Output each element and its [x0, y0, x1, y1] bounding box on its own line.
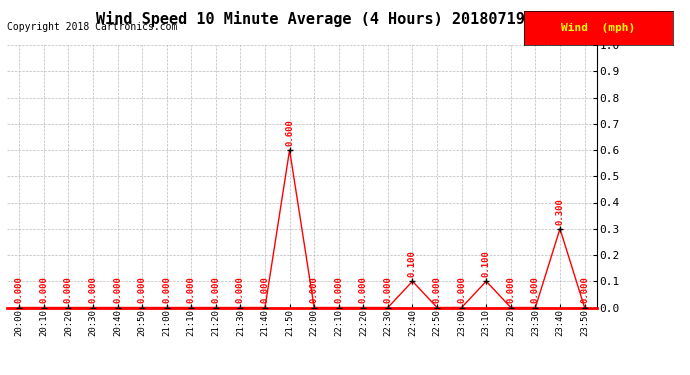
Text: 0.000: 0.000	[384, 276, 393, 303]
Text: 0.000: 0.000	[310, 276, 319, 303]
Text: 0.000: 0.000	[187, 276, 196, 303]
Text: 0.000: 0.000	[580, 276, 589, 303]
Text: 0.000: 0.000	[113, 276, 122, 303]
Text: 0.000: 0.000	[433, 276, 442, 303]
Text: 0.000: 0.000	[531, 276, 540, 303]
Text: 0.000: 0.000	[162, 276, 171, 303]
Text: 0.000: 0.000	[457, 276, 466, 303]
Text: 0.000: 0.000	[334, 276, 343, 303]
Text: 0.300: 0.300	[555, 198, 564, 225]
Text: 0.100: 0.100	[408, 250, 417, 277]
Text: Wind Speed 10 Minute Average (4 Hours) 20180719: Wind Speed 10 Minute Average (4 Hours) 2…	[96, 11, 525, 27]
Text: 0.600: 0.600	[285, 119, 294, 146]
Text: 0.000: 0.000	[359, 276, 368, 303]
Text: 0.000: 0.000	[137, 276, 146, 303]
Text: 0.000: 0.000	[506, 276, 515, 303]
Text: Copyright 2018 Cartronics.com: Copyright 2018 Cartronics.com	[7, 22, 177, 33]
Text: Wind  (mph): Wind (mph)	[562, 23, 635, 33]
Text: 0.000: 0.000	[14, 276, 23, 303]
Text: 0.100: 0.100	[482, 250, 491, 277]
Text: 0.000: 0.000	[64, 276, 73, 303]
Text: 0.000: 0.000	[39, 276, 48, 303]
Text: 0.000: 0.000	[211, 276, 220, 303]
Text: 0.000: 0.000	[88, 276, 97, 303]
Text: 0.000: 0.000	[236, 276, 245, 303]
Text: 0.000: 0.000	[261, 276, 270, 303]
